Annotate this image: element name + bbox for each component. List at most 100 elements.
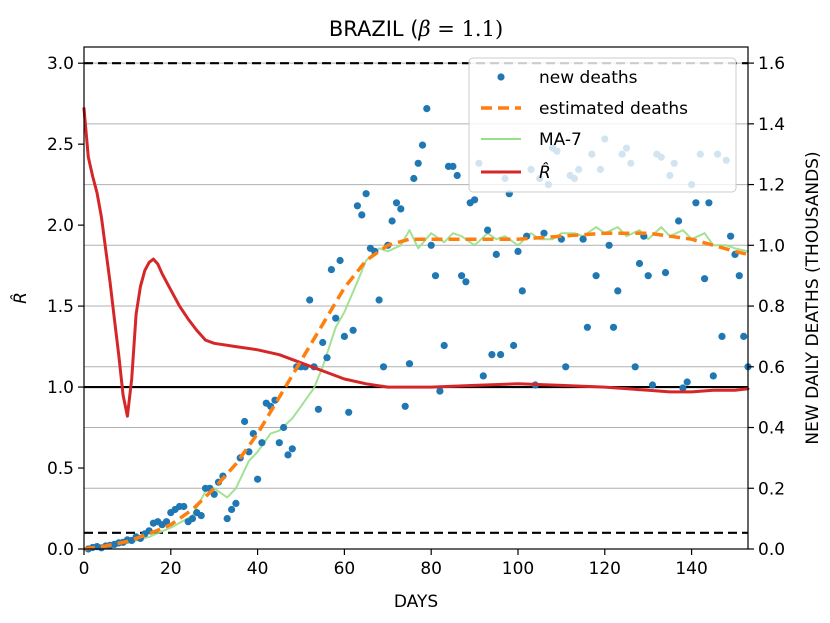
data-point (718, 332, 726, 340)
data-point (410, 174, 418, 183)
data-point (314, 405, 322, 413)
data-point (514, 247, 522, 255)
data-point (692, 199, 700, 207)
data-point (458, 272, 466, 280)
data-point (648, 381, 657, 389)
data-point (562, 363, 570, 371)
data-point (418, 141, 427, 149)
data-point (288, 445, 296, 453)
data-point (162, 518, 171, 526)
data-point (392, 199, 401, 207)
data-point (740, 332, 748, 340)
y-right-tick-label: 0.6 (758, 358, 785, 378)
data-point (683, 378, 691, 386)
data-point (327, 266, 335, 274)
data-point (401, 402, 409, 410)
y-left-tick-label: 2.0 (47, 216, 74, 236)
data-point (484, 226, 492, 234)
y-right-tick-label: 1.6 (758, 54, 785, 74)
title-rest: = 1.1) (431, 17, 504, 41)
data-point (705, 199, 713, 207)
y-left-tick-label: 0.0 (47, 540, 74, 560)
y-left-tick-label: 1.0 (47, 378, 74, 398)
data-point (614, 287, 622, 295)
y-right-tick-label: 0.2 (758, 479, 785, 499)
data-point (275, 439, 283, 447)
data-point (188, 515, 197, 523)
data-point (479, 372, 487, 380)
legend-label: R̂ (539, 162, 551, 183)
x-tick-label: 0 (79, 559, 90, 579)
data-point (197, 511, 205, 520)
x-tick-label: 40 (247, 559, 269, 579)
y-left-tick-label: 3.0 (47, 54, 74, 74)
x-tick-label: 100 (502, 559, 534, 579)
data-point (631, 363, 639, 371)
x-tick-label: 120 (589, 559, 621, 579)
data-point (701, 275, 709, 283)
legend-label: MA-7 (539, 130, 582, 150)
data-point (518, 287, 526, 295)
x-tick-label: 80 (420, 559, 442, 579)
legend-label: new deaths (539, 68, 638, 88)
data-point (709, 372, 717, 380)
data-point (332, 314, 340, 322)
data-point (353, 202, 361, 210)
data-point (223, 515, 231, 523)
data-point (340, 332, 348, 340)
y-right-tick-label: 0.4 (758, 419, 785, 439)
data-point (462, 278, 470, 286)
x-tick-label: 140 (675, 559, 707, 579)
y-axis-right-label: NEW DAILY DEATHS (THOUSANDS) (803, 151, 823, 444)
data-point (644, 272, 652, 280)
data-point (254, 475, 262, 483)
data-point (679, 384, 687, 392)
series-line-estimateddeaths (83, 231, 749, 551)
data-point (579, 235, 587, 243)
data-point (319, 338, 327, 347)
y-left-tick-label: 1.5 (47, 297, 74, 317)
x-tick-label: 20 (160, 559, 182, 579)
data-point (379, 363, 388, 371)
data-point (471, 196, 479, 204)
x-tick-label: 60 (334, 559, 356, 579)
data-point (405, 360, 414, 368)
data-point (258, 439, 266, 447)
data-point (280, 423, 288, 432)
data-point (436, 387, 444, 395)
series-line-r (82, 107, 750, 418)
y-right-tick-label: 0.0 (758, 540, 785, 560)
legend-marker (497, 73, 505, 81)
data-point (427, 241, 435, 249)
title-prefix: BRAZIL ( (329, 17, 419, 41)
y-right-tick-label: 1.4 (758, 115, 785, 135)
data-point (540, 229, 548, 237)
y-axis-left-label: R̂ (10, 292, 31, 304)
data-point (440, 341, 448, 350)
data-point (414, 159, 422, 167)
data-point (635, 259, 644, 268)
y-left-tick-label: 2.5 (47, 135, 74, 155)
data-point (453, 171, 461, 180)
data-point (492, 250, 500, 258)
data-point (605, 241, 613, 249)
data-point (488, 351, 496, 359)
data-point (727, 232, 735, 240)
axes: 0 20 40 60 80 100 120 140 0.0 0.5 1.0 1.5 2.0 2.5 3.0 0… (47, 54, 785, 579)
data-point (180, 502, 188, 511)
data-point (449, 162, 457, 170)
data-point (735, 272, 743, 280)
data-point (375, 296, 383, 304)
data-point (583, 323, 592, 331)
data-point (336, 256, 344, 265)
data-point (509, 341, 518, 350)
data-point (388, 217, 396, 225)
data-point (431, 272, 440, 280)
data-point (284, 451, 292, 459)
title-beta: β (417, 17, 430, 41)
y-left-tick-label: 0.5 (47, 459, 74, 479)
y-right-tick-label: 1.0 (758, 236, 785, 256)
data-point (345, 408, 353, 416)
data-point (241, 417, 249, 426)
